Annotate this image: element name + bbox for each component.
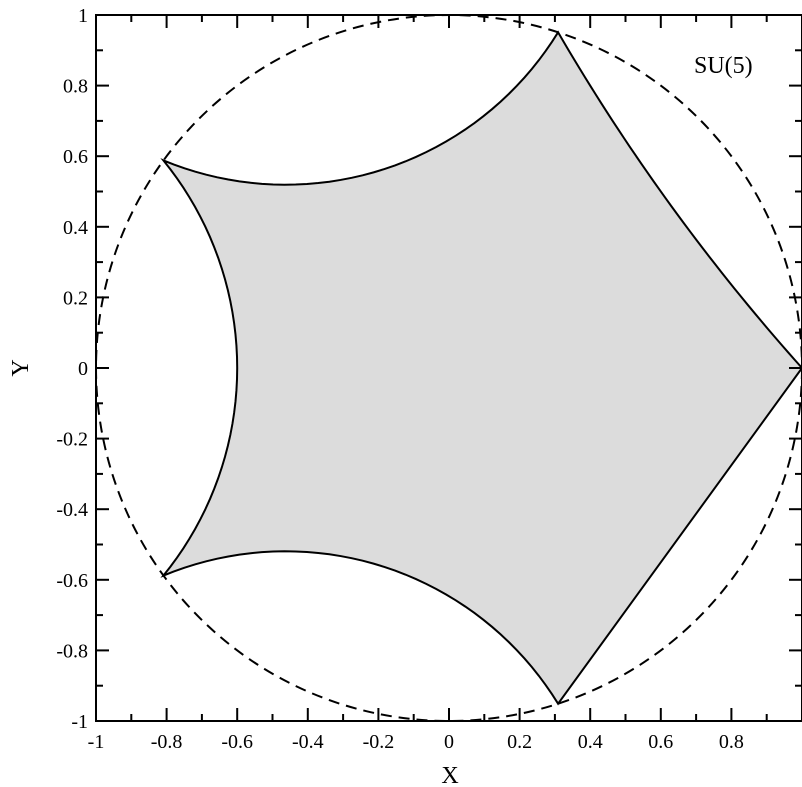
y-tick-label: -1	[71, 711, 88, 733]
x-tick-label: 0	[444, 731, 454, 753]
x-tick-label: 0.2	[507, 731, 532, 753]
x-tick-label: -0.2	[363, 731, 395, 753]
y-axis-label: Y	[8, 359, 34, 376]
x-axis-label: X	[441, 763, 458, 787]
x-tick-label: -1	[88, 731, 105, 753]
shaded-region	[160, 30, 802, 706]
x-tick-label: -0.8	[151, 731, 183, 753]
su5-annotation: SU(5)	[694, 53, 753, 79]
y-tick-label: -0.8	[56, 640, 88, 662]
x-tick-label: 0.6	[648, 731, 673, 753]
y-tick-label: 0.8	[63, 76, 88, 98]
y-tick-label: 1	[78, 5, 88, 27]
x-tick-label: -0.4	[292, 731, 324, 753]
y-tick-label: -0.6	[56, 570, 88, 592]
y-tick-label: -0.4	[56, 499, 88, 521]
x-tick-label: 0.8	[719, 731, 744, 753]
x-tick-label: -0.6	[221, 731, 253, 753]
y-tick-label: -0.2	[56, 429, 88, 451]
y-tick-label: 0	[78, 358, 88, 380]
y-tick-label: 0.6	[63, 146, 88, 168]
y-tick-label: 0.4	[63, 217, 88, 239]
x-tick-label: 0.4	[578, 731, 603, 753]
y-tick-label: 0.2	[63, 287, 88, 309]
